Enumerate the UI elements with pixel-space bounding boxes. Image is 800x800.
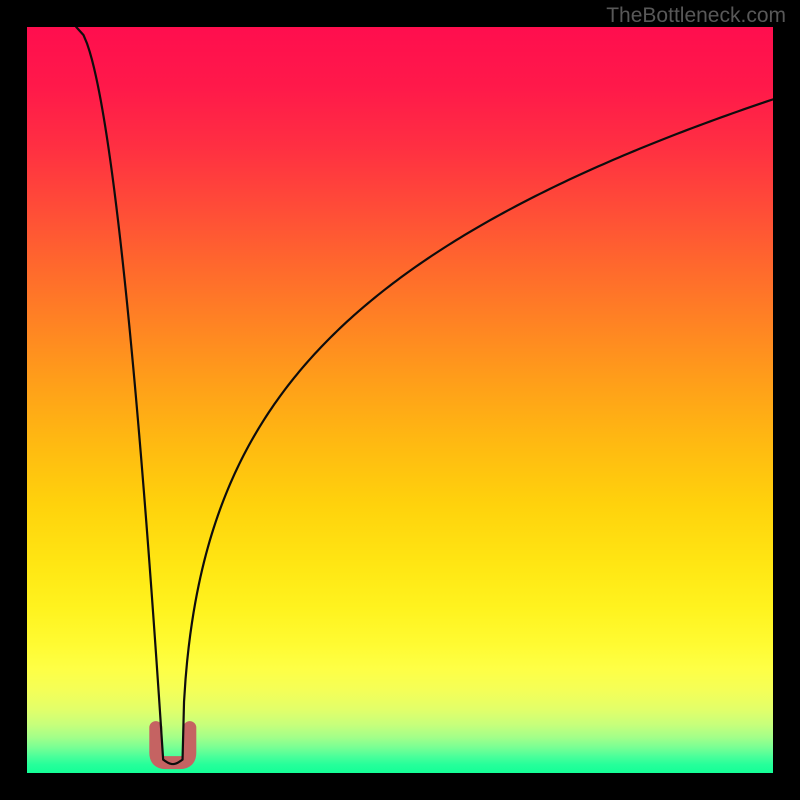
bottleneck-curve-svg [27,27,773,773]
chart-plot-area [27,27,773,773]
watermark-text: TheBottleneck.com [606,4,786,28]
bottleneck-curve [76,27,773,764]
